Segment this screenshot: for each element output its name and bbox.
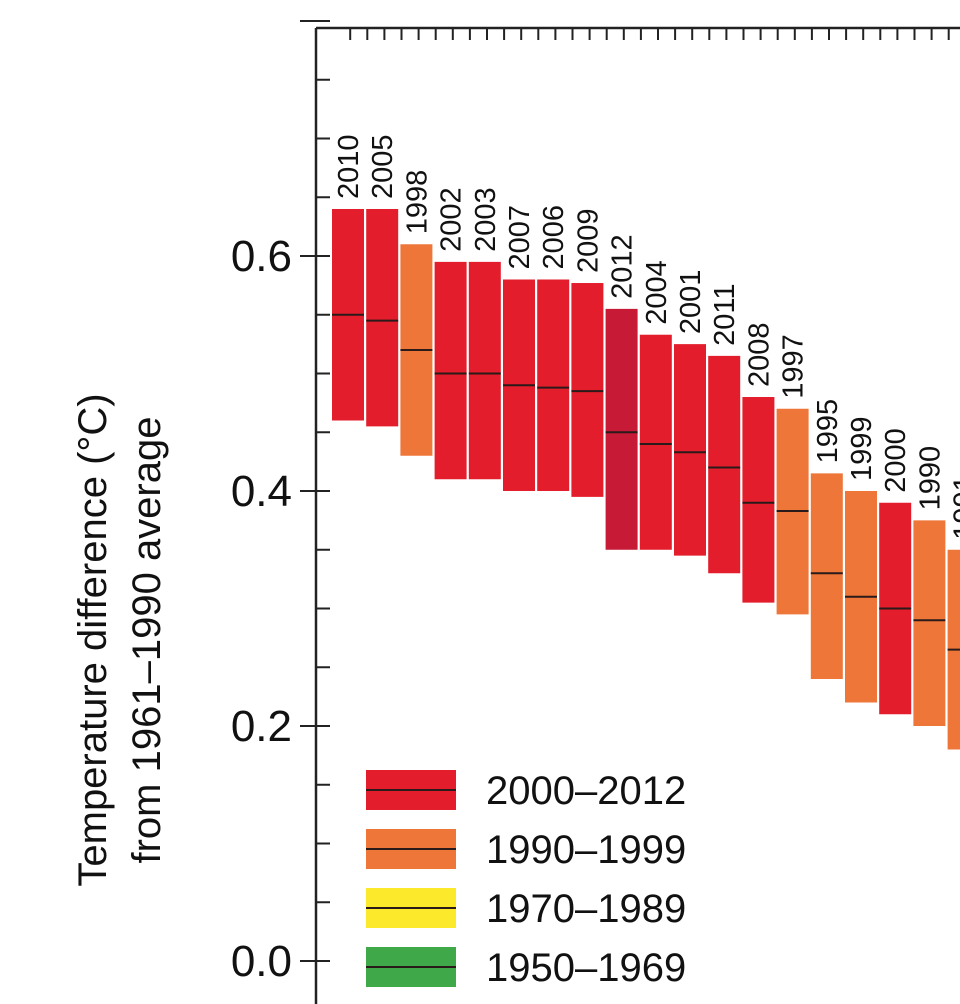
bars-layer xyxy=(332,209,960,750)
year-label-1997: 1997 xyxy=(778,334,810,399)
year-label-1990: 1990 xyxy=(914,446,946,511)
bar-2008 xyxy=(742,397,775,603)
year-label-2003: 2003 xyxy=(470,187,502,252)
y-tick-label: 0.0 xyxy=(231,937,292,986)
bar-2006 xyxy=(537,279,570,491)
year-label-2011: 2011 xyxy=(709,284,741,346)
year-label-2004: 2004 xyxy=(641,260,673,325)
year-label-2006: 2006 xyxy=(538,205,570,270)
year-label-2002: 2002 xyxy=(436,187,468,252)
bar-2003 xyxy=(468,261,501,480)
legend: 2000–2012 1990–1999 1970–1989 1950–1969 xyxy=(366,769,686,990)
y-tick-label: 0.6 xyxy=(231,232,292,281)
year-label-2010: 2010 xyxy=(333,134,365,199)
year-label-2009: 2009 xyxy=(572,209,604,274)
legend-label-2: 1970–1989 xyxy=(486,887,686,931)
y-axis-title-line1: Temperature difference (°C) xyxy=(71,393,115,886)
bar-1990 xyxy=(913,520,946,726)
year-label-1998: 1998 xyxy=(401,170,433,235)
y-axis-title: Temperature difference (°C) from 1961–19… xyxy=(71,393,169,886)
y-tick-label: 0.4 xyxy=(231,467,292,516)
bar-2002 xyxy=(434,261,467,480)
year-label-2012: 2012 xyxy=(607,234,639,299)
y-ticks: 0.0 0.2 0.4 0.6 xyxy=(231,20,330,986)
year-label-2008: 2008 xyxy=(743,322,775,387)
y-tick-label: 0.2 xyxy=(231,702,292,751)
year-label-2000: 2000 xyxy=(880,428,912,493)
bar-2012 xyxy=(605,308,638,550)
bar-2001 xyxy=(674,344,706,556)
year-label-2001: 2001 xyxy=(675,270,707,335)
legend-label-1: 1990–1999 xyxy=(486,828,686,872)
bar-2004 xyxy=(639,334,672,550)
bar-2009 xyxy=(571,283,604,497)
year-label-1995: 1995 xyxy=(812,399,844,464)
year-label-2007: 2007 xyxy=(504,205,536,270)
year-label-1991: 1991 xyxy=(949,475,960,540)
y-axis-title-line2: from 1961–1990 average xyxy=(125,417,169,864)
bar-2011 xyxy=(708,355,741,574)
legend-label-0: 2000–2012 xyxy=(486,769,686,813)
year-label-1999: 1999 xyxy=(846,416,878,481)
bar-1995 xyxy=(810,473,843,679)
year-label-2005: 2005 xyxy=(367,134,399,199)
legend-label-3: 1950–1969 xyxy=(486,946,686,990)
top-ticks xyxy=(349,28,950,40)
bar-2005 xyxy=(366,209,399,427)
